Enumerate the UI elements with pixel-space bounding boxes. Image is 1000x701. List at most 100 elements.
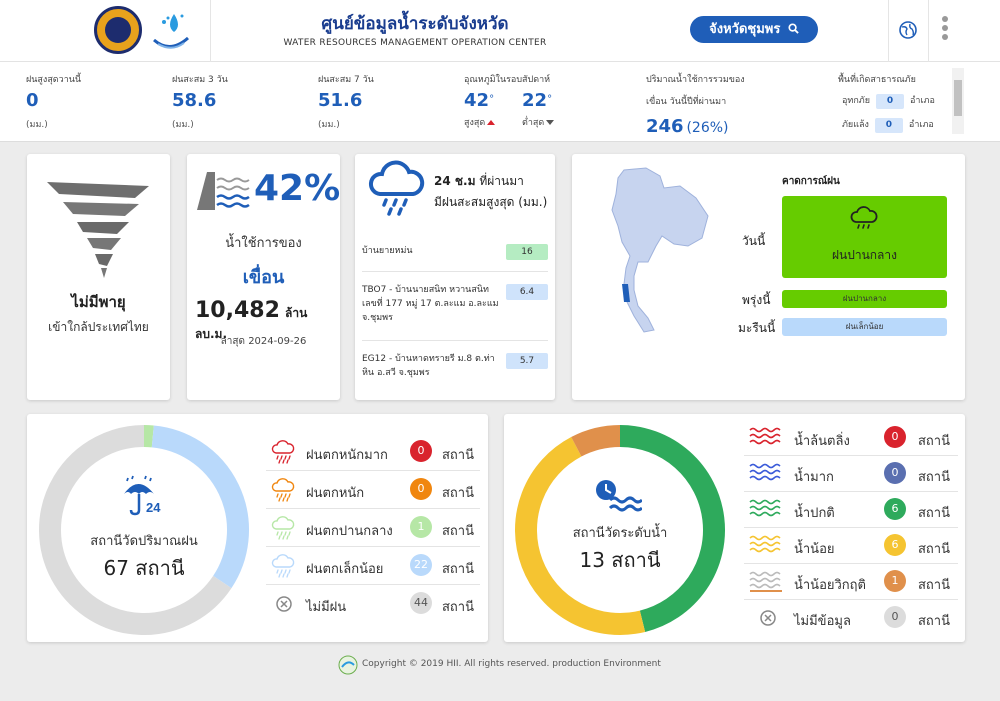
legend-row[interactable]: น้ำล้นตลิ่ง 0 สถานี [744,420,958,456]
temp-min: 22° ต่ำสุด [522,90,555,129]
legend-row[interactable]: ไม่มีข้อมูล 0 สถานี [744,600,958,636]
legend-unit: สถานี [442,486,474,501]
stats-scrollbar[interactable] [952,68,964,134]
legend-separator [744,527,958,528]
more-vert-icon[interactable] [941,16,949,44]
legend-separator [266,546,480,547]
legend-count-badge: 6 [884,498,906,520]
rain-stations-center-value: 67 สถานี [103,556,185,580]
legend-unit: สถานี [918,470,950,485]
rain24-subtitle: มีฝนสะสมสูงสุด (มม.) [434,195,548,209]
cloud-moderate-rain-icon [271,516,295,540]
cloud-rain-icon [850,206,878,229]
province-button-label: จังหวัดชุมพร [709,22,781,37]
legend-count-badge: 0 [884,462,906,484]
globe-icon[interactable] [898,20,918,40]
forecast-tomorrow-label: พรุ่งนี้ [742,293,771,307]
forecast-dayafter-box[interactable]: ฝนเล็กน้อย [782,318,947,336]
legend-label: น้ำน้อย [794,542,835,557]
stat-rain-today: ฝนสูงสุดวานนี้ 0 (มม.) [26,75,82,130]
rain-station-value: 6.4 [506,284,548,300]
donut-slice-น้ำน้อย[interactable] [515,437,646,635]
forecast-today-label: วันนี้ [742,234,766,248]
forecast-title: คาดการณ์ฝน [782,176,840,187]
legend-unit: สถานี [918,434,950,449]
svg-text:24: 24 [146,500,161,515]
cloud-rain-icon [271,478,295,502]
cloud-heavy-rain-icon [271,440,295,464]
forecast-dayafter-label: มะรืนนี้ [738,321,776,335]
legend-unit: สถานี [918,506,950,521]
legend-label: ฝนตกหนักมาก [306,448,388,463]
page-title: ศูนย์ข้อมูลน้ำระดับจังหวัด [321,14,509,34]
rain-station-name[interactable]: TBO7 - บ้านนายสนิท หวานสนิท เลขที่ 177 ห… [362,285,499,323]
legend-count-badge: 0 [884,426,906,448]
legend-row[interactable]: ฝนตกปานกลาง 1 สถานี [266,510,480,546]
cloud-rain-icon [369,160,425,216]
legend-label: ฝนตกหนัก [306,486,365,501]
legend-count-badge: 1 [884,570,906,592]
rain-station-value: 16 [506,244,548,260]
legend-label: น้ำปกติ [794,506,835,521]
dam-label2: เขื่อน [242,267,285,288]
umbrella-24-icon: 24 [124,475,161,516]
no-data-icon [760,610,776,626]
hii-logo-icon [338,655,358,675]
legend-count-badge: 1 [410,516,432,538]
donut-slice-น้ำน้อยวิกฤติ[interactable] [571,425,621,457]
legend-row[interactable]: น้ำปกติ 6 สถานี [744,492,958,528]
legend-label: ไม่มีข้อมูล [794,614,851,629]
legend-separator [266,584,480,585]
stats-bar: ฝนสูงสุดวานนี้ 0 (มม.) ฝนสะสม 3 วัน 58.6… [0,62,1000,142]
legend-unit: สถานี [442,600,474,615]
disaster-flood: อุทกภัย 0 อำเภอ [842,93,935,109]
legend-row[interactable]: น้ำมาก 0 สถานี [744,456,958,492]
legend-row[interactable]: น้ำน้อยวิกฤติ 1 สถานี [744,564,958,600]
stat-dam-storage: ปริมาณน้ำใช้การรวมของ เขื่อน วันนี้ปีที่… [646,75,745,137]
water-level-center-label: สถานีวัดระดับน้ำ [572,526,668,541]
dam-percent: 42% [254,168,341,209]
stat-disaster: พื้นที่เกิดสาธารณภัย [838,75,916,85]
legend-row[interactable]: น้ำน้อย 6 สถานี [744,528,958,564]
forecast-today-box[interactable]: ฝนปานกลาง [782,196,947,278]
water-level-icon [596,480,642,512]
donut-slice-น้ำปกติ[interactable] [619,425,725,632]
legend-count-badge: 0 [410,440,432,462]
arrow-down-icon [546,120,555,125]
water-level-donut[interactable] [510,420,730,640]
legend-row[interactable]: ไม่มีฝน 44 สถานี [266,586,480,622]
donut-slice-ฝนตกเล็กน้อย[interactable] [151,425,249,589]
water-wave-icon [749,463,781,481]
legend-unit: สถานี [918,542,950,557]
legend-unit: สถานี [442,524,474,539]
legend-row[interactable]: ฝนตกหนัก 0 สถานี [266,472,480,508]
province-seal-logo [94,6,142,54]
stat-rain-7day: ฝนสะสม 7 วัน 51.6 (มม.) [318,75,374,130]
dam-volume: 10,482 ล้าน ลบ.ม. [195,298,308,341]
temp-max: 42° สูงสุด [464,90,496,128]
top-header: ศูนย์ข้อมูลน้ำระดับจังหวัด WATER RESOURC… [0,0,1000,62]
legend-row[interactable]: ฝนตกหนักมาก 0 สถานี [266,434,480,470]
dam-card: 42% น้ำใช้การของ เขื่อน 10,482 ล้าน ลบ.ม… [187,154,340,400]
thailand-map[interactable] [604,166,714,336]
legend-unit: สถานี [918,614,950,629]
logos [92,6,212,56]
storm-title: ไม่มีพายุ [71,293,126,311]
stat-temperature: อุณหภูมิในรอบสัปดาห์ 42° สูงสุด 22° ต่ำส… [464,72,594,128]
rain-station-name[interactable]: EG12 - บ้านหาดทรายรี ม.8 ต.ท่าหิน อ.สวี … [362,354,495,378]
legend-row[interactable]: ฝนตกเล็กน้อย 22 สถานี [266,548,480,584]
rain-stations-donut[interactable] [34,420,254,640]
legend-count-badge: 22 [410,554,432,576]
dam-label1: น้ำใช้การของ [225,236,302,251]
donut-slice-ไม่มีฝน[interactable] [39,425,232,635]
water-wave-icon [749,427,781,445]
legend-label: ฝนตกเล็กน้อย [306,562,384,577]
legend-separator [266,508,480,509]
forecast-tomorrow-box[interactable]: ฝนปานกลาง [782,290,947,308]
legend-label: น้ำน้อยวิกฤติ [794,578,866,593]
legend-count-badge: 0 [410,478,432,500]
legend-separator [744,563,958,564]
water-drop-logo [153,14,189,49]
province-select-button[interactable]: จังหวัดชุมพร [690,16,818,43]
rain-station-name[interactable]: บ้านยายหม่น [362,246,413,256]
